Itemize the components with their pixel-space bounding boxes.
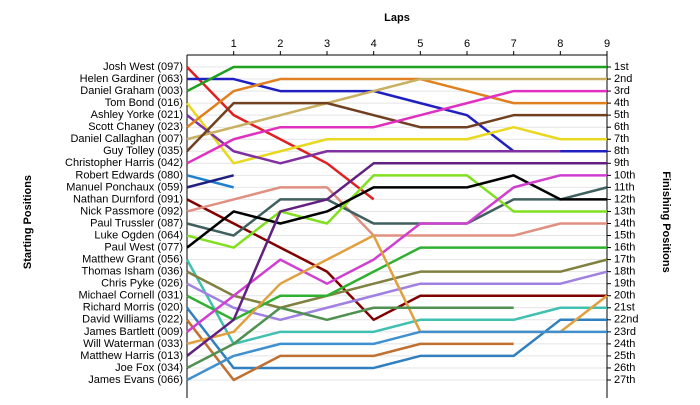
series-line xyxy=(186,258,608,310)
y-tick-label: 9th xyxy=(614,157,629,169)
series-line xyxy=(186,114,561,165)
x-tick-label: 6 xyxy=(464,38,470,50)
series-line xyxy=(186,306,514,370)
start-label: Matthew Harris (013) xyxy=(80,350,183,362)
y2-axis-label: Finishing Positions xyxy=(660,171,672,272)
y-tick-label: 12th xyxy=(614,193,635,205)
y-tick-label: 11th xyxy=(614,181,635,193)
start-label: Richard Morris (020) xyxy=(83,302,183,314)
y-tick-label: 19th xyxy=(614,278,635,290)
start-label: Josh West (097) xyxy=(103,61,183,73)
start-label: Daniel Graham (003) xyxy=(80,85,183,97)
x-tick-label: 1 xyxy=(231,38,237,50)
y-axis-label: Starting Positions xyxy=(22,175,34,269)
y-tick-label: 1st xyxy=(614,61,629,73)
series-line xyxy=(186,174,607,249)
x-tick-label: 4 xyxy=(371,38,377,50)
start-label: Christopher Harris (042) xyxy=(65,157,183,169)
start-label: James Bartlett (009) xyxy=(84,326,183,338)
start-label: David Williams (022) xyxy=(82,314,183,326)
y-tick-label: 16th xyxy=(614,241,635,253)
x-tick-label: 8 xyxy=(557,38,563,50)
series-line xyxy=(185,259,607,346)
y-tick-label: 15th xyxy=(614,229,635,241)
y-tick-label: 27th xyxy=(614,374,635,386)
y-tick-label: 18th xyxy=(614,266,635,278)
start-label: Michael Cornell (031) xyxy=(78,290,183,302)
start-label: Nathan Durnford (091) xyxy=(73,193,183,205)
y-tick-label: 8th xyxy=(614,145,629,157)
start-label: Ashley Yorke (021) xyxy=(91,109,183,121)
y-tick-label: 24th xyxy=(614,338,635,350)
series-line xyxy=(186,89,607,165)
x-tick-label: 9 xyxy=(604,38,610,50)
series-line xyxy=(186,77,607,141)
series-line xyxy=(186,174,607,249)
y-tick-label: 6th xyxy=(614,121,629,133)
y-tick-label: 10th xyxy=(614,169,635,181)
start-label: Paul West (077) xyxy=(104,241,183,253)
y-tick-label: 4th xyxy=(614,97,629,109)
start-label: Matthew Grant (056) xyxy=(82,254,183,266)
y-tick-label: 22nd xyxy=(614,314,638,326)
x-tick-label: 3 xyxy=(324,38,330,50)
start-label: Scott Chaney (023) xyxy=(88,121,183,133)
start-label: Luke Ogden (064) xyxy=(94,229,183,241)
series-line xyxy=(186,186,607,237)
x-tick-label: 7 xyxy=(511,38,517,50)
y-tick-label: 21st xyxy=(614,302,635,314)
start-label: Tom Bond (016) xyxy=(105,97,183,109)
start-label: Manuel Ponchaux (059) xyxy=(66,181,183,193)
y-tick-label: 23rd xyxy=(614,326,636,338)
start-label: Robert Edwards (080) xyxy=(75,169,183,181)
series-line xyxy=(186,174,607,333)
series-line xyxy=(186,65,607,93)
x-tick-label: 5 xyxy=(417,38,423,50)
start-label: Chris Pyke (026) xyxy=(101,278,183,290)
start-label: Helen Gardiner (063) xyxy=(80,73,183,85)
series-line xyxy=(186,77,607,129)
chart-title: Laps xyxy=(384,12,410,24)
start-label: Paul Trussler (087) xyxy=(90,217,183,229)
series-line xyxy=(186,66,375,201)
y-tick-label: 17th xyxy=(614,254,635,266)
start-label: Daniel Callaghan (007) xyxy=(70,133,183,145)
series-line xyxy=(186,270,608,322)
y-tick-label: 2nd xyxy=(614,73,632,85)
x-tick-label: 2 xyxy=(277,38,283,50)
y-tick-label: 25th xyxy=(614,350,635,362)
y-tick-label: 3rd xyxy=(614,85,630,97)
start-label: Will Waterman (033) xyxy=(83,338,183,350)
series-line xyxy=(186,319,514,382)
y-tick-label: 7th xyxy=(614,133,629,145)
series-line xyxy=(186,162,607,357)
y-tick-label: 5th xyxy=(614,109,629,121)
series-line xyxy=(186,330,607,382)
start-label: Nick Passmore (092) xyxy=(80,205,183,217)
start-label: Joe Fox (034) xyxy=(115,362,183,374)
y-tick-label: 20th xyxy=(614,290,635,302)
y-tick-label: 14th xyxy=(614,217,635,229)
series-line xyxy=(186,174,234,189)
start-label: James Evans (066) xyxy=(88,374,183,386)
y-tick-label: 13th xyxy=(614,205,635,217)
start-label: Guy Tolley (035) xyxy=(103,145,183,157)
start-label: Thomas Isham (036) xyxy=(82,266,183,278)
y-tick-label: 26th xyxy=(614,362,635,374)
